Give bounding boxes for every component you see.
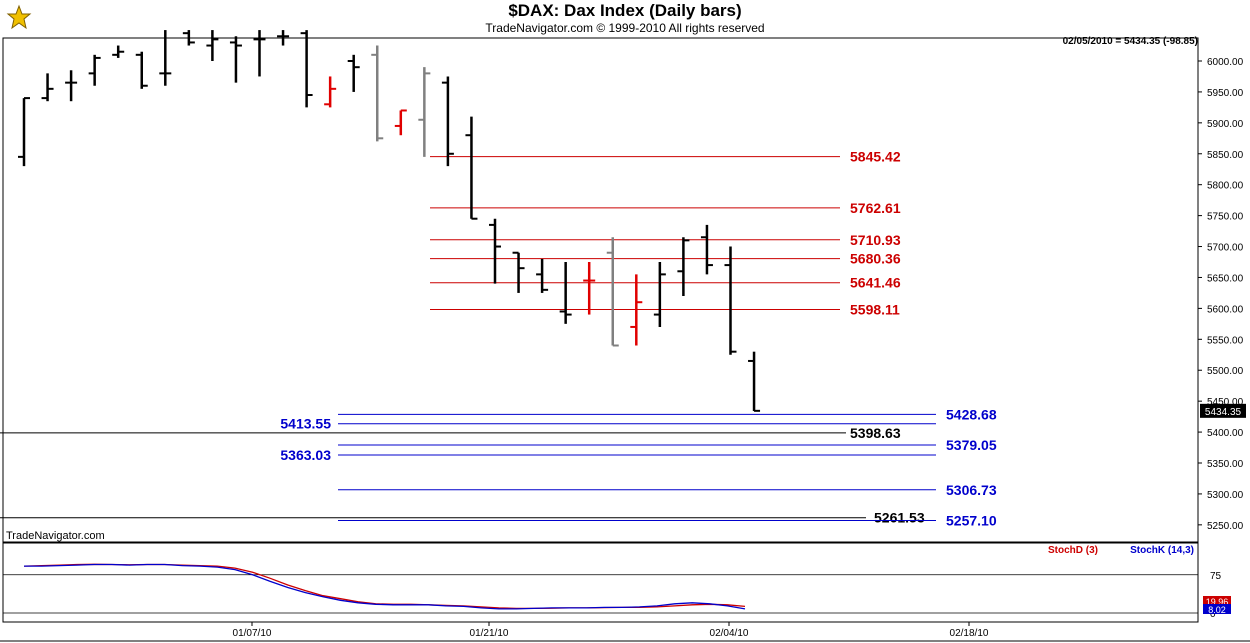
level-label: 5845.42 [850,149,901,165]
level-label: 5641.46 [850,275,901,291]
stoch-value-label: 8.02 [1208,605,1226,615]
level-label: 5598.11 [850,302,900,318]
stochd-line [23,563,746,610]
watermark: TradeNavigator.com [6,530,105,542]
y-tick-label: 5550.00 [1207,335,1244,346]
x-tick-label: 02/18/10 [950,628,989,639]
y-tick-label: 5400.00 [1207,428,1244,439]
level-label: 5398.63 [850,425,901,441]
stoch-value-label: 19.96 [1206,597,1229,607]
price-pane-frame [2,37,1199,543]
y-tick-label: 5850.00 [1207,150,1244,161]
level-label: 5363.03 [280,447,331,463]
stoch-value-tag [1203,596,1231,606]
level-label: 5762.61 [850,200,901,216]
level-label: 5710.93 [850,232,901,248]
level-label: 5413.55 [280,416,331,432]
y-tick-label: 5700.00 [1207,243,1244,254]
tradenavigator-logo-icon [6,4,32,30]
last-value-tag [1200,403,1246,418]
x-tick-label: 02/04/10 [710,628,749,639]
level-label: 5261.53 [874,510,925,526]
level-label: 5257.10 [946,512,997,528]
chart-subtitle: TradeNavigator.com © 1999-2010 All right… [485,21,765,35]
stoch-y-label: 0 [1210,609,1216,620]
y-tick-label: 5900.00 [1207,119,1244,130]
y-tick-label: 5800.00 [1207,181,1244,192]
x-tick-label: 01/07/10 [233,628,272,639]
level-label: 5306.73 [946,482,997,498]
level-label: 5680.36 [850,251,901,267]
y-tick-label: 6000.00 [1207,57,1244,68]
stochastic-pane-frame [2,542,1199,623]
last-quote: 02/05/2010 = 5434.35 (-98.85) [1062,36,1198,47]
x-tick-label: 01/21/10 [470,628,509,639]
stochk-line [24,563,746,610]
legend-stochd: StochD (3) [1048,545,1098,556]
y-tick-label: 5350.00 [1207,459,1244,470]
legend-stochk: StochK (14,3) [1130,545,1194,556]
chart-title: $DAX: Dax Index (Daily bars) [508,1,742,20]
y-tick-label: 5750.00 [1207,212,1244,223]
y-tick-label: 5250.00 [1207,521,1244,532]
y-tick-label: 5950.00 [1207,88,1244,99]
y-tick-label: 5650.00 [1207,273,1244,284]
level-label: 5379.05 [946,437,997,453]
y-tick-label: 5450.00 [1207,397,1244,408]
stoch-value-tag [1203,604,1231,614]
y-tick-label: 5500.00 [1207,366,1244,377]
stoch-y-label: 75 [1210,571,1222,582]
y-tick-label: 5600.00 [1207,304,1244,315]
last-value-label: 5434.35 [1205,407,1242,418]
level-label: 5428.68 [946,406,997,422]
y-tick-label: 5300.00 [1207,490,1244,501]
